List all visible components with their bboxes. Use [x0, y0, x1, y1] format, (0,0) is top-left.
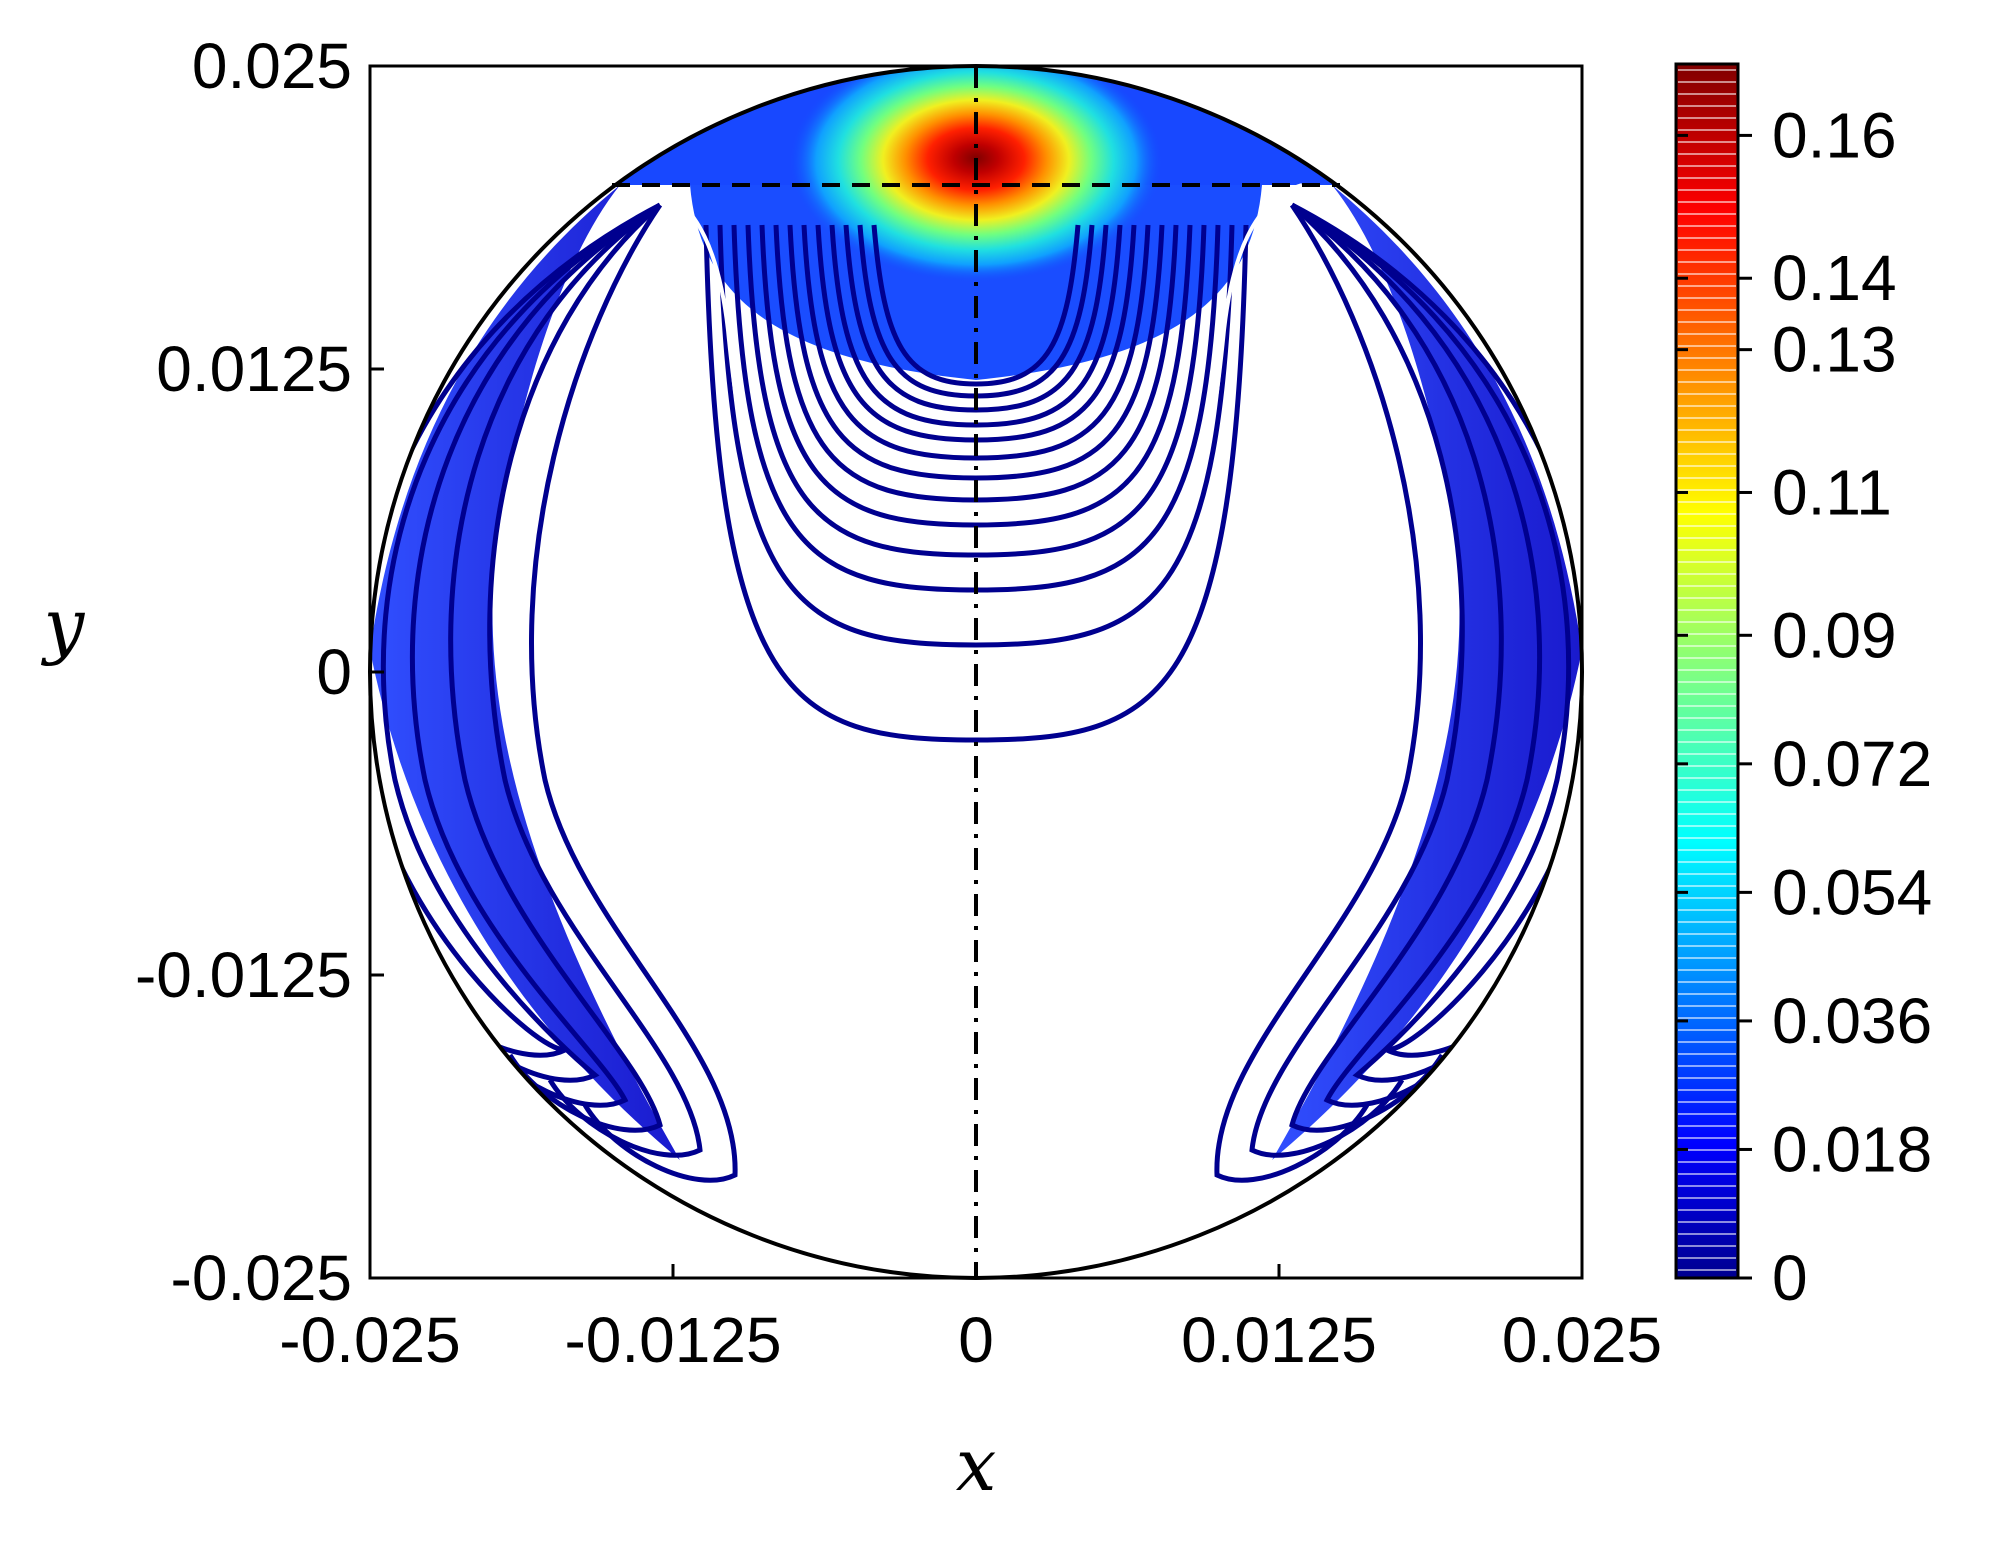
colorbar-tick-label: 0.14	[1772, 242, 1897, 314]
right-lobe-isoline	[1289, 202, 1504, 1133]
colorbar-tick-label: 0.054	[1772, 856, 1932, 928]
central-isoline	[871, 224, 1081, 387]
central-isoline	[745, 224, 1207, 558]
colorbar-frame	[1674, 62, 1740, 1280]
colorbar-tick-label: 0.018	[1772, 1113, 1932, 1185]
y-tick-label: 0.025	[192, 30, 352, 102]
left-lobe-isoline	[409, 202, 662, 1108]
central-isoline	[829, 224, 1123, 428]
y-axis: 0.025 0.0125 0 -0.0125 -0.025	[135, 30, 384, 1314]
right-lobe-isoline	[1214, 203, 1423, 1183]
right-lobe-isoline	[1290, 202, 1543, 1108]
y-tick-label: 0	[316, 636, 352, 708]
left-lobe-isoline	[448, 202, 663, 1133]
y-tick-label: -0.0125	[135, 939, 352, 1011]
y-tick-label: 0.0125	[156, 333, 352, 405]
x-axis: -0.025 -0.0125 0 0.0125 0.025	[279, 1264, 1662, 1376]
plot-area	[368, 64, 1584, 1280]
x-tick-label: 0	[958, 1304, 994, 1376]
central-isoline	[801, 224, 1151, 461]
left-lobe-isoline	[380, 202, 662, 1083]
x-tick-label: 0.0125	[1181, 1304, 1377, 1376]
right-lobe-isoline	[1249, 203, 1465, 1158]
contour-field	[370, 66, 1582, 1278]
colorbar: 0.16 0.140.13 0.11 0.09 0.072 0.054 0.036 0.018…	[1674, 62, 1932, 1314]
x-axis-title: x	[956, 1423, 997, 1507]
colorbar-tick-label: 0.16	[1772, 99, 1897, 171]
central-isoline	[717, 224, 1235, 648]
colorbar-stripes	[1678, 69, 1736, 1271]
colorbar-ticks: 0.16 0.140.13 0.11 0.09 0.072 0.054 0.036 0.018…	[1676, 99, 1932, 1314]
left-wall-band	[370, 185, 680, 1160]
x-tick-label: 0.025	[1502, 1304, 1662, 1376]
right-lobe-isoline	[1290, 202, 1572, 1083]
central-isoline	[703, 224, 1249, 743]
left-lobe-isoline	[529, 203, 738, 1183]
left-lobe-isoline	[487, 203, 703, 1158]
x-tick-label: -0.025	[279, 1304, 460, 1376]
colorbar-tick-label: 0.072	[1772, 728, 1932, 800]
left-separatrix	[649, 183, 762, 481]
x-tick-label: -0.0125	[564, 1304, 781, 1376]
y-axis-title: y	[41, 583, 86, 667]
central-isoline	[787, 224, 1165, 481]
colorbar-tick-label: 0.09	[1772, 599, 1897, 671]
right-wall-band	[1272, 185, 1582, 1160]
colorbar-tick-label: 0.11	[1772, 456, 1892, 528]
y-tick-label: -0.025	[171, 1242, 352, 1314]
colorbar-tick-label: 0.13	[1772, 314, 1897, 386]
colorbar-tick-label: 0	[1772, 1242, 1808, 1314]
colorbar-tick-label: 0.036	[1772, 985, 1932, 1057]
right-separatrix	[1190, 183, 1303, 481]
central-isoline	[759, 224, 1193, 528]
